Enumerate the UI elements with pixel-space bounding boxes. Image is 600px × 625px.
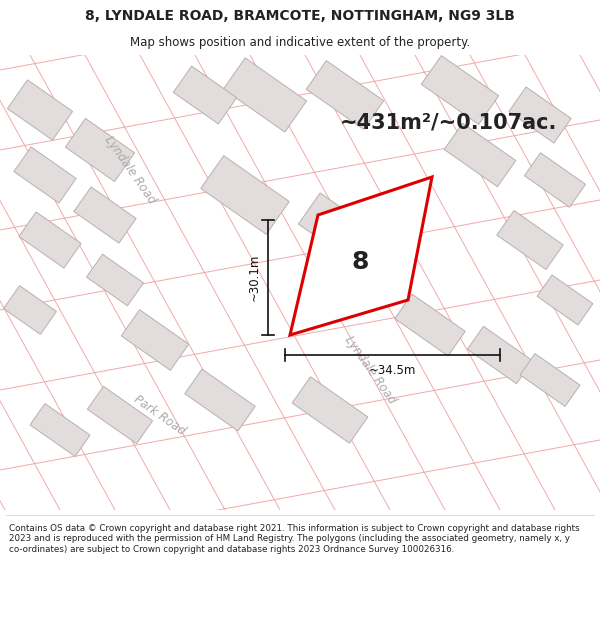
Polygon shape — [19, 212, 81, 268]
Polygon shape — [201, 156, 289, 234]
Text: ~431m²/~0.107ac.: ~431m²/~0.107ac. — [340, 112, 557, 132]
Text: 8, LYNDALE ROAD, BRAMCOTE, NOTTINGHAM, NG9 3LB: 8, LYNDALE ROAD, BRAMCOTE, NOTTINGHAM, N… — [85, 9, 515, 24]
Polygon shape — [395, 294, 465, 356]
Polygon shape — [290, 177, 432, 335]
Text: Lyndale Road: Lyndale Road — [102, 134, 158, 206]
Text: Park Road: Park Road — [132, 392, 188, 438]
Polygon shape — [30, 404, 90, 456]
Polygon shape — [524, 152, 586, 208]
Polygon shape — [292, 377, 368, 443]
Text: Lyndale Road: Lyndale Road — [342, 334, 398, 406]
Text: 8: 8 — [352, 250, 368, 274]
Polygon shape — [4, 286, 56, 334]
Polygon shape — [185, 369, 255, 431]
Polygon shape — [173, 66, 237, 124]
Text: Map shows position and indicative extent of the property.: Map shows position and indicative extent… — [130, 36, 470, 49]
Polygon shape — [467, 326, 533, 384]
Polygon shape — [444, 123, 516, 187]
Text: ~30.1m: ~30.1m — [248, 254, 260, 301]
Polygon shape — [509, 87, 571, 143]
Polygon shape — [298, 193, 382, 267]
Polygon shape — [223, 58, 307, 132]
Polygon shape — [88, 386, 152, 444]
Polygon shape — [65, 119, 134, 181]
Polygon shape — [14, 147, 76, 203]
Polygon shape — [520, 354, 580, 406]
Text: Contains OS data © Crown copyright and database right 2021. This information is : Contains OS data © Crown copyright and d… — [9, 524, 580, 554]
Polygon shape — [421, 56, 499, 124]
Polygon shape — [74, 187, 136, 243]
Polygon shape — [86, 254, 143, 306]
Polygon shape — [306, 61, 384, 129]
Text: ~34.5m: ~34.5m — [369, 364, 416, 378]
Polygon shape — [7, 80, 73, 140]
Polygon shape — [121, 309, 189, 371]
Polygon shape — [497, 211, 563, 269]
Polygon shape — [537, 275, 593, 325]
